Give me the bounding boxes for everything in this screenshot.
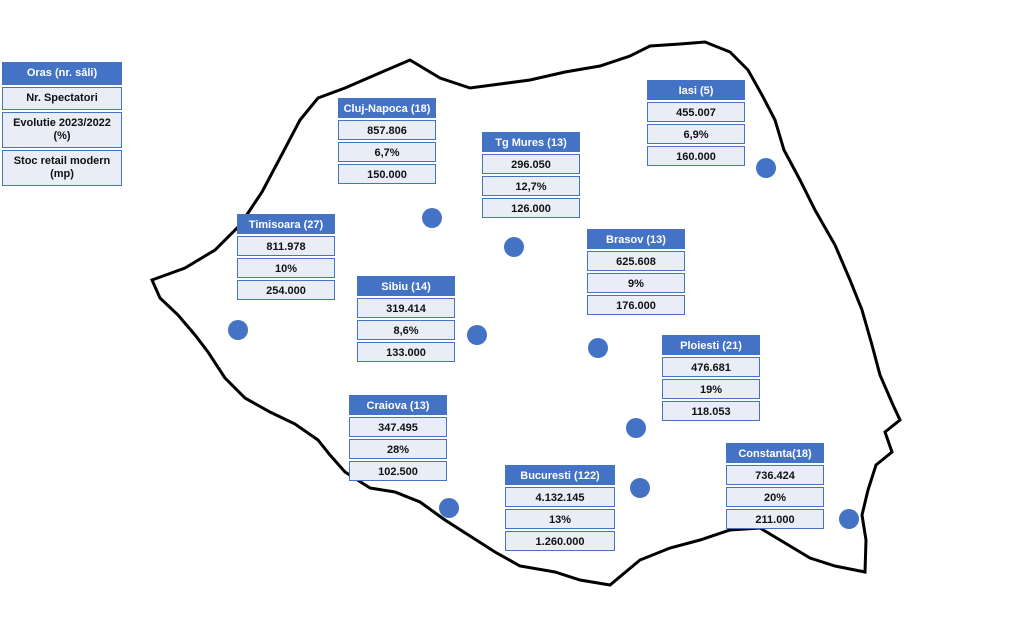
evolution: 10% (237, 258, 335, 278)
city-name: Sibiu (14) (357, 276, 455, 296)
city-box: Timisoara (27) 811.978 10% 254.000 (237, 214, 335, 302)
city-dot (626, 418, 646, 438)
retail-stock: 254.000 (237, 280, 335, 300)
spectators: 736.424 (726, 465, 824, 485)
city-name: Timisoara (27) (237, 214, 335, 234)
city-dot (504, 237, 524, 257)
city-name: Iasi (5) (647, 80, 745, 100)
spectators: 296.050 (482, 154, 580, 174)
city-box: Sibiu (14) 319.414 8,6% 133.000 (357, 276, 455, 364)
spectators: 319.414 (357, 298, 455, 318)
evolution: 20% (726, 487, 824, 507)
spectators: 455.007 (647, 102, 745, 122)
city-box: Tg Mures (13) 296.050 12,7% 126.000 (482, 132, 580, 220)
retail-stock: 102.500 (349, 461, 447, 481)
city-dot (630, 478, 650, 498)
retail-stock: 176.000 (587, 295, 685, 315)
city-dot (839, 509, 859, 529)
evolution: 19% (662, 379, 760, 399)
evolution: 13% (505, 509, 615, 529)
city-dot (756, 158, 776, 178)
city-name: Craiova (13) (349, 395, 447, 415)
city-box: Cluj-Napoca (18) 857.806 6,7% 150.000 (338, 98, 436, 186)
city-dot (439, 498, 459, 518)
spectators: 811.978 (237, 236, 335, 256)
retail-stock: 211.000 (726, 509, 824, 529)
legend-row: Stoc retail modern (mp) (2, 150, 122, 186)
city-name: Ploiesti (21) (662, 335, 760, 355)
legend: Oras (nr. săli) Nr. Spectatori Evolutie 20… (2, 62, 122, 188)
city-dots (228, 158, 859, 529)
evolution: 6,9% (647, 124, 745, 144)
spectators: 4.132.145 (505, 487, 615, 507)
evolution: 12,7% (482, 176, 580, 196)
city-dot (588, 338, 608, 358)
retail-stock: 118.053 (662, 401, 760, 421)
city-box: Iasi (5) 455.007 6,9% 160.000 (647, 80, 745, 168)
retail-stock: 150.000 (338, 164, 436, 184)
country-outline (149, 40, 902, 587)
city-name: Tg Mures (13) (482, 132, 580, 152)
city-name: Cluj-Napoca (18) (338, 98, 436, 118)
spectators: 625.608 (587, 251, 685, 271)
city-name: Bucuresti (122) (505, 465, 615, 485)
city-box: Craiova (13) 347.495 28% 102.500 (349, 395, 447, 483)
city-box: Ploiesti (21) 476.681 19% 118.053 (662, 335, 760, 423)
city-dot (467, 325, 487, 345)
city-dot (228, 320, 248, 340)
legend-row: Oras (nr. săli) (2, 62, 122, 85)
evolution: 28% (349, 439, 447, 459)
legend-row: Nr. Spectatori (2, 87, 122, 110)
city-box: Bucuresti (122) 4.132.145 13% 1.260.000 (505, 465, 615, 553)
legend-row: Evolutie 2023/2022 (%) (2, 112, 122, 148)
evolution: 6,7% (338, 142, 436, 162)
city-box: Constanta(18) 736.424 20% 211.000 (726, 443, 824, 531)
city-dot (422, 208, 442, 228)
spectators: 347.495 (349, 417, 447, 437)
city-name: Constanta(18) (726, 443, 824, 463)
retail-stock: 126.000 (482, 198, 580, 218)
retail-stock: 1.260.000 (505, 531, 615, 551)
retail-stock: 133.000 (357, 342, 455, 362)
spectators: 857.806 (338, 120, 436, 140)
spectators: 476.681 (662, 357, 760, 377)
retail-stock: 160.000 (647, 146, 745, 166)
city-name: Brasov (13) (587, 229, 685, 249)
evolution: 8,6% (357, 320, 455, 340)
city-box: Brasov (13) 625.608 9% 176.000 (587, 229, 685, 317)
evolution: 9% (587, 273, 685, 293)
